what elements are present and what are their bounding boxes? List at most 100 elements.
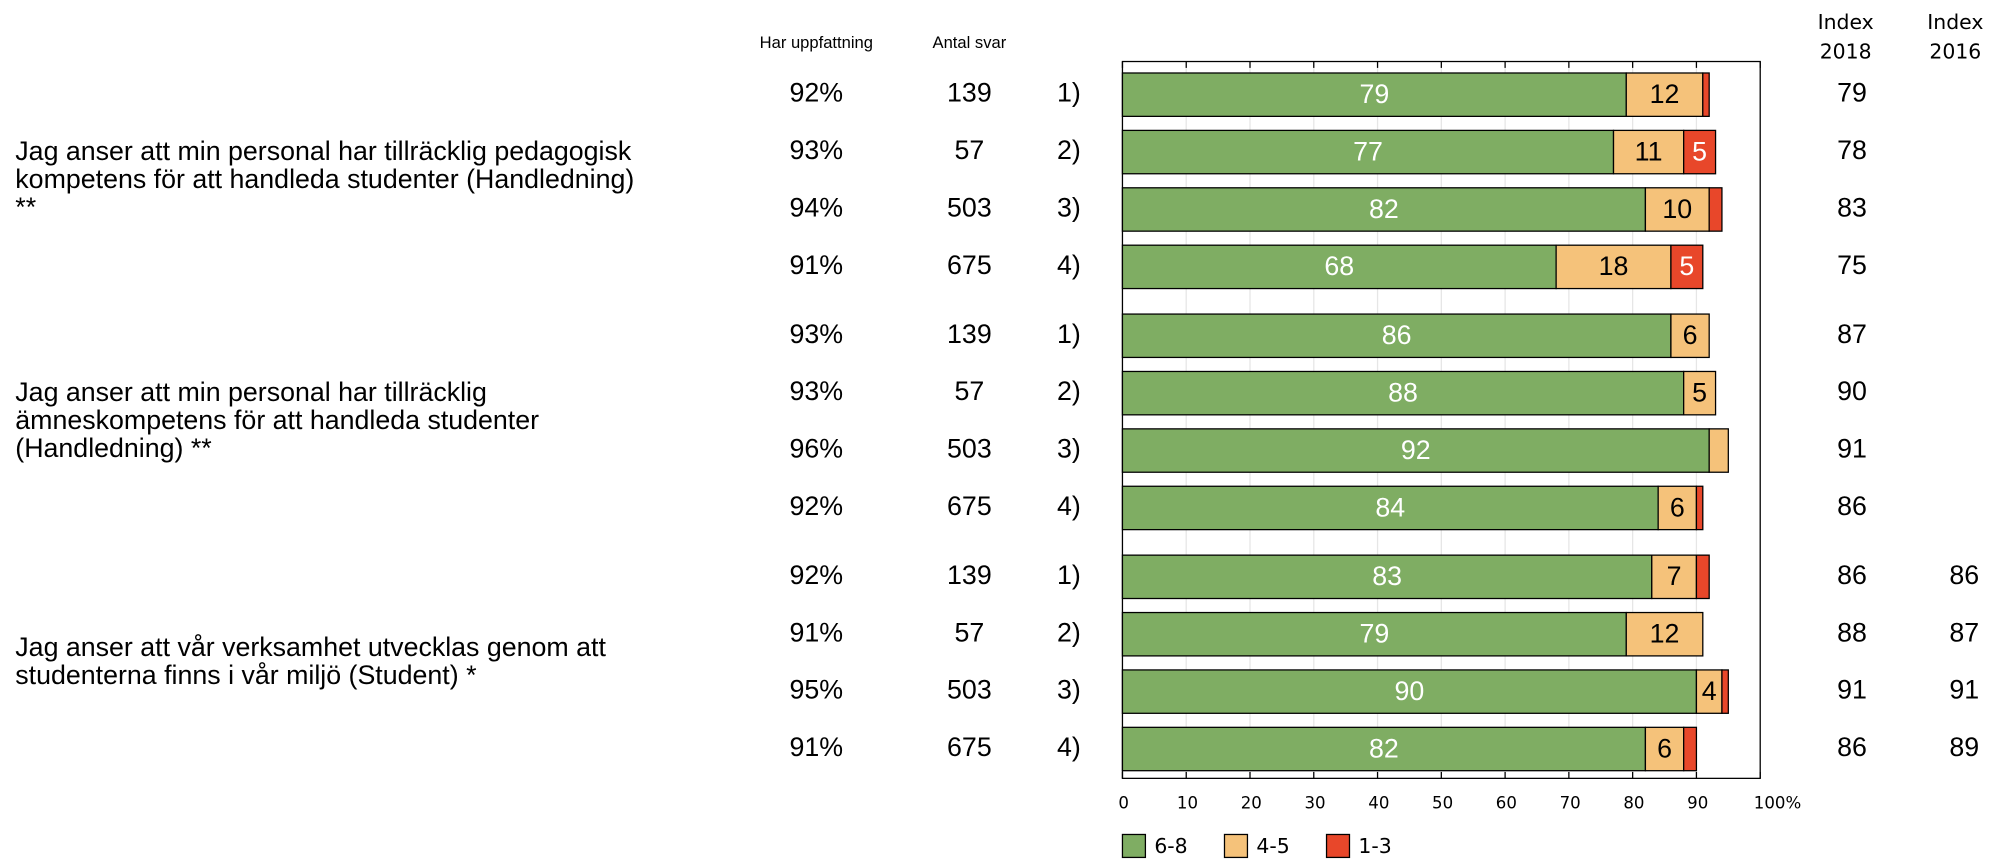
har-uppfattning: 93%: [790, 135, 844, 165]
data-label: 6: [1657, 733, 1672, 763]
bar-segment: [1121, 370, 1685, 416]
har-uppfattning: 93%: [790, 319, 844, 349]
bar-segment: [1121, 187, 1647, 232]
column-header: Har uppfattning: [760, 33, 873, 52]
bar-segment: [1708, 428, 1729, 473]
index-2016: 91: [1949, 675, 1979, 705]
index-2018: 91: [1837, 675, 1867, 705]
x-tick-label: 10: [1177, 793, 1198, 812]
har-uppfattning: 91%: [790, 617, 844, 647]
row-label: 2): [1057, 376, 1081, 406]
bar-segment: [1670, 313, 1710, 359]
legend-swatch: [1223, 833, 1249, 859]
har-uppfattning: 92%: [790, 560, 844, 590]
bar-segment: [1651, 554, 1698, 600]
index-2018: 83: [1837, 193, 1867, 223]
data-label: 79: [1359, 79, 1389, 109]
data-label: 12: [1650, 79, 1680, 109]
index-2016: 89: [1949, 732, 1979, 762]
antal-svar: 57: [954, 617, 984, 647]
bar-segment: [1683, 726, 1698, 772]
har-uppfattning: 92%: [790, 491, 844, 521]
data-label: 12: [1650, 619, 1680, 649]
legend-swatch: [1121, 833, 1147, 859]
row-label: 2): [1057, 135, 1081, 165]
har-uppfattning: 91%: [790, 732, 844, 762]
bar-segment: [1121, 428, 1710, 473]
bar-segment: [1683, 370, 1717, 416]
data-label: 88: [1388, 378, 1418, 408]
data-label: 77: [1353, 136, 1383, 166]
index-2018: 79: [1837, 78, 1867, 108]
data-label: 82: [1369, 194, 1399, 224]
data-label: 86: [1382, 320, 1412, 350]
bar-segment: [1121, 554, 1653, 600]
data-label: 84: [1375, 492, 1405, 522]
bar-segment: [1721, 669, 1729, 714]
question-text: **: [15, 192, 36, 222]
bar-segment: [1657, 485, 1698, 531]
antal-svar: 139: [947, 78, 992, 108]
question-text: ämneskompetens för att handleda studente…: [15, 405, 539, 435]
x-tick-label: 40: [1368, 793, 1389, 812]
bar-segment: [1612, 129, 1685, 175]
har-uppfattning: 95%: [790, 675, 844, 705]
data-label: 90: [1395, 676, 1425, 706]
bar-segment: [1702, 72, 1710, 117]
har-uppfattning: 94%: [790, 193, 844, 223]
antal-svar: 57: [954, 135, 984, 165]
x-tick-label: 20: [1241, 793, 1262, 812]
x-tick-label: 30: [1304, 793, 1325, 812]
row-label: 2): [1057, 617, 1081, 647]
antal-svar: 503: [947, 434, 992, 464]
data-label: 5: [1692, 378, 1707, 408]
data-label: 5: [1692, 136, 1707, 166]
har-uppfattning: 92%: [790, 78, 844, 108]
legend-swatch: [1325, 833, 1351, 859]
bar-segment: [1121, 611, 1627, 657]
bar-segment: [1695, 669, 1723, 714]
row-label: 4): [1057, 250, 1081, 280]
index-2016: 86: [1949, 560, 1979, 590]
row-label: 1): [1057, 78, 1081, 108]
x-tick-label: 100%: [1754, 793, 1801, 812]
question-text: studenterna finns i vår miljö (Student) …: [15, 660, 476, 690]
index-2018: 78: [1837, 135, 1867, 165]
antal-svar: 139: [947, 319, 992, 349]
data-label: 82: [1369, 733, 1399, 763]
index-2018: 75: [1837, 250, 1867, 280]
bar-segment: [1695, 554, 1710, 600]
row-label: 3): [1057, 434, 1081, 464]
data-label: 7: [1667, 561, 1682, 591]
index-2018: 90: [1837, 376, 1867, 406]
data-label: 4: [1702, 676, 1717, 706]
antal-svar: 675: [947, 250, 992, 280]
x-tick-label: 70: [1560, 793, 1581, 812]
har-uppfattning: 96%: [790, 434, 844, 464]
question-text: kompetens för att handleda studenter (Ha…: [15, 164, 634, 194]
question-text: Jag anser att min personal har tillräckl…: [15, 377, 487, 407]
column-header: Antal svar: [933, 33, 1007, 52]
x-tick-label: 80: [1623, 793, 1644, 812]
data-label: 18: [1599, 251, 1629, 281]
data-label: 5: [1679, 251, 1694, 281]
row-label: 4): [1057, 732, 1081, 762]
data-label: 10: [1662, 194, 1692, 224]
index-2016: 87: [1949, 617, 1979, 647]
bar-segment: [1644, 187, 1710, 232]
index-2018: 87: [1837, 319, 1867, 349]
data-label: 68: [1324, 251, 1354, 281]
bar-segment: [1121, 129, 1615, 175]
row-label: 1): [1057, 560, 1081, 590]
bar-segment: [1708, 187, 1723, 232]
row-label: 3): [1057, 675, 1081, 705]
question-text: Jag anser att vår verksamhet utvecklas g…: [15, 632, 606, 662]
har-uppfattning: 91%: [790, 250, 844, 280]
bar-segment: [1625, 611, 1704, 657]
bar-segment: [1625, 72, 1704, 117]
index-2018: 86: [1837, 732, 1867, 762]
legend-label: 6-8: [1154, 834, 1187, 858]
antal-svar: 503: [947, 675, 992, 705]
antal-svar: 57: [954, 376, 984, 406]
